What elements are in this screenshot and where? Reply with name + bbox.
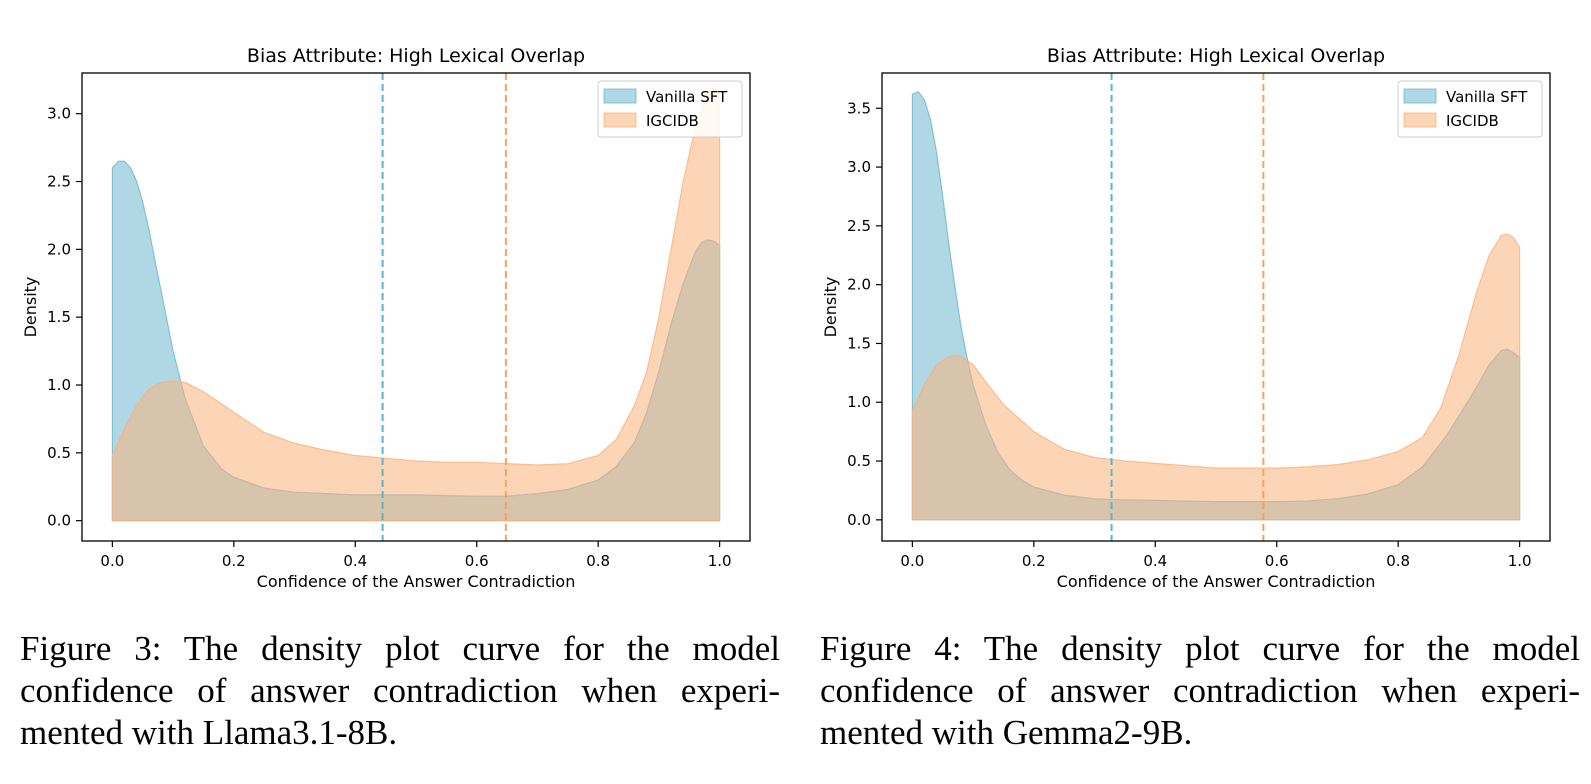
y-tick-label: 2.5 [47, 173, 71, 191]
plot-frame [881, 72, 1551, 542]
x-tick-label: 0.2 [222, 552, 246, 570]
plot-frame [81, 72, 751, 542]
density-chart-gemma: Bias Attribute: High Lexical Overlap 0.0 0… [821, 45, 1551, 591]
legend-swatch-igcidb [603, 112, 637, 128]
x-tick-label: 0.2 [1022, 552, 1046, 570]
x-axis-label: Confidence of the Answer Contradiction [1057, 572, 1376, 591]
y-axis-label: Density [21, 277, 40, 338]
y-tick-label: 0.5 [47, 444, 71, 462]
x-tick-label: 0.6 [1265, 552, 1289, 570]
x-tick-label: 0.8 [1386, 552, 1410, 570]
x-tick-label: 0.8 [586, 552, 610, 570]
x-tick-label: 0.0 [100, 552, 124, 570]
chart-title: Bias Attribute: High Lexical Overlap [247, 45, 585, 67]
legend-label: Vanilla SFT [1446, 88, 1528, 106]
y-tick-label: 2.5 [847, 217, 871, 235]
x-tick-label: 0.4 [343, 552, 367, 570]
legend-label: IGCIDB [1446, 112, 1499, 130]
y-tick-label: 3.0 [47, 105, 71, 123]
density-chart-llama: Bias Attribute: High Lexical Overlap 0.0 0… [21, 45, 751, 591]
x-tick-label: 1.0 [1508, 552, 1532, 570]
density-area-igcidb [111, 85, 721, 522]
y-tick-label: 0.0 [847, 511, 871, 529]
legend-swatch-vanilla-sft [603, 88, 637, 104]
x-tick-label: 0.0 [900, 552, 924, 570]
y-tick-label: 2.0 [47, 240, 71, 258]
density-area-igcidb [911, 233, 1521, 521]
x-tick-label: 0.4 [1143, 552, 1167, 570]
y-axis-label: Density [821, 277, 840, 338]
x-tick-label: 1.0 [708, 552, 732, 570]
legend: Vanilla SFT IGCIDB [1397, 80, 1543, 138]
legend-swatch-igcidb [1403, 112, 1437, 128]
figure-4: Bias Attribute: High Lexical Overlap 0.0 0… [800, 0, 1590, 784]
legend-label: IGCIDB [646, 112, 699, 130]
y-tick-label: 1.5 [847, 334, 871, 352]
figure-3: Bias Attribute: High Lexical Overlap 0.0 0… [0, 0, 790, 784]
y-tick-label: 3.5 [847, 99, 871, 117]
x-tick-label: 0.6 [465, 552, 489, 570]
figure-caption: Figure 4: The density plot curve for the… [820, 629, 1580, 752]
y-tick-label: 1.0 [47, 376, 71, 394]
y-tick-label: 1.0 [847, 393, 871, 411]
y-tick-label: 1.5 [47, 308, 71, 326]
y-tick-label: 3.0 [847, 158, 871, 176]
legend: Vanilla SFT IGCIDB [597, 80, 743, 138]
chart-title: Bias Attribute: High Lexical Overlap [1047, 45, 1385, 67]
y-tick-label: 0.5 [847, 452, 871, 470]
y-tick-label: 0.0 [47, 512, 71, 530]
y-tick-label: 2.0 [847, 276, 871, 294]
legend-swatch-vanilla-sft [1403, 88, 1437, 104]
figure-caption: Figure 3: The density plot curve for the… [20, 629, 780, 752]
x-axis-label: Confidence of the Answer Contradiction [257, 572, 576, 591]
legend-label: Vanilla SFT [646, 88, 728, 106]
